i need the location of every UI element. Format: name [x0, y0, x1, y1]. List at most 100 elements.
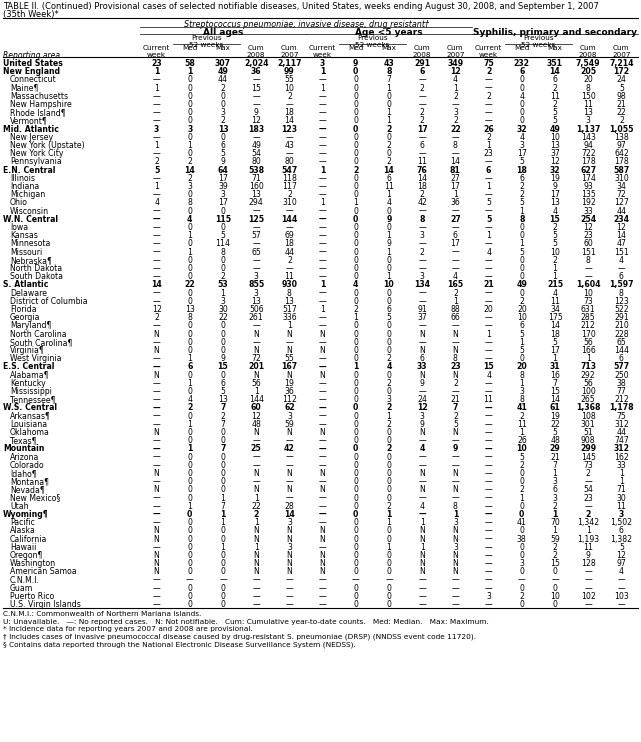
Text: 23: 23: [583, 232, 593, 240]
Text: N: N: [320, 559, 326, 568]
Text: 0: 0: [353, 248, 358, 257]
Text: 55: 55: [285, 76, 294, 85]
Text: 0: 0: [519, 568, 524, 577]
Text: 37: 37: [417, 313, 427, 322]
Text: 34: 34: [617, 182, 626, 191]
Text: 4: 4: [553, 289, 558, 298]
Text: 0: 0: [353, 551, 358, 560]
Text: 336: 336: [282, 313, 297, 322]
Text: 5: 5: [553, 108, 558, 117]
Text: 115: 115: [215, 214, 231, 224]
Text: —: —: [285, 461, 294, 470]
Text: —: —: [485, 453, 492, 462]
Text: 0: 0: [519, 84, 524, 93]
Text: 102: 102: [581, 592, 595, 601]
Text: 24: 24: [417, 395, 427, 404]
Text: —: —: [485, 272, 492, 281]
Text: Cum
2008: Cum 2008: [247, 45, 265, 58]
Text: 0: 0: [519, 600, 524, 609]
Text: 1: 1: [387, 190, 392, 199]
Text: 2: 2: [486, 133, 491, 142]
Text: 2: 2: [453, 116, 458, 125]
Text: —: —: [518, 576, 526, 585]
Text: 144: 144: [249, 395, 263, 404]
Text: 0: 0: [187, 256, 192, 265]
Text: 43: 43: [383, 59, 394, 68]
Text: —: —: [485, 461, 492, 470]
Text: —: —: [485, 108, 492, 117]
Text: —: —: [153, 420, 160, 429]
Text: 0: 0: [353, 453, 358, 462]
Text: 12: 12: [617, 551, 626, 560]
Text: 13: 13: [550, 198, 560, 208]
Text: N: N: [320, 568, 326, 577]
Text: —: —: [419, 453, 426, 462]
Text: —: —: [485, 576, 492, 585]
Text: 0: 0: [387, 568, 392, 577]
Text: 0: 0: [353, 297, 358, 306]
Text: 44: 44: [617, 206, 626, 216]
Text: 0: 0: [353, 379, 358, 388]
Text: 17: 17: [550, 190, 560, 199]
Text: 17: 17: [417, 125, 428, 134]
Text: —: —: [485, 116, 492, 125]
Text: 0: 0: [187, 428, 192, 437]
Text: N: N: [154, 469, 160, 478]
Text: 22: 22: [218, 313, 228, 322]
Text: 73: 73: [583, 297, 593, 306]
Text: —: —: [319, 214, 326, 224]
Text: N: N: [287, 485, 292, 494]
Text: 2: 2: [519, 190, 524, 199]
Text: 0: 0: [187, 534, 192, 544]
Text: —: —: [485, 477, 492, 486]
Text: E.S. Central: E.S. Central: [3, 362, 54, 372]
Text: —: —: [419, 584, 426, 593]
Text: 0: 0: [187, 289, 192, 298]
Text: 1: 1: [553, 264, 558, 273]
Text: 0: 0: [353, 329, 358, 338]
Text: 0: 0: [353, 534, 358, 544]
Text: 144: 144: [614, 346, 629, 355]
Text: —: —: [319, 206, 326, 216]
Text: 517: 517: [282, 305, 297, 314]
Text: —: —: [319, 592, 326, 601]
Text: 0: 0: [187, 477, 192, 486]
Text: —: —: [319, 256, 326, 265]
Text: 14: 14: [285, 116, 294, 125]
Text: 0: 0: [187, 321, 192, 330]
Text: —: —: [153, 223, 160, 232]
Text: 2: 2: [154, 157, 159, 166]
Text: —: —: [485, 321, 492, 330]
Text: 162: 162: [614, 453, 629, 462]
Text: 11: 11: [583, 100, 593, 109]
Text: —: —: [319, 313, 326, 322]
Text: —: —: [451, 477, 459, 486]
Text: Hawaii: Hawaii: [10, 543, 37, 552]
Text: New Jersey: New Jersey: [10, 133, 53, 142]
Text: 1: 1: [420, 518, 425, 528]
Text: —: —: [419, 321, 426, 330]
Text: 88: 88: [451, 305, 460, 314]
Text: 2: 2: [287, 190, 292, 199]
Text: N: N: [419, 568, 425, 577]
Text: Idaho¶: Idaho¶: [10, 469, 37, 478]
Text: 0: 0: [519, 289, 524, 298]
Text: 6: 6: [419, 68, 425, 76]
Text: 2: 2: [387, 157, 392, 166]
Text: 908: 908: [581, 436, 595, 445]
Text: 5: 5: [519, 198, 524, 208]
Text: 7: 7: [221, 420, 226, 429]
Text: 2: 2: [519, 461, 524, 470]
Text: —: —: [585, 600, 592, 609]
Text: 112: 112: [282, 395, 297, 404]
Text: 0: 0: [353, 543, 358, 552]
Text: —: —: [319, 272, 326, 281]
Text: Washington: Washington: [10, 559, 56, 568]
Text: —: —: [285, 264, 294, 273]
Text: —: —: [153, 510, 160, 519]
Text: 11: 11: [517, 420, 527, 429]
Text: —: —: [385, 576, 393, 585]
Text: 0: 0: [387, 321, 392, 330]
Text: Massachusetts: Massachusetts: [10, 92, 68, 101]
Text: 2: 2: [519, 412, 524, 421]
